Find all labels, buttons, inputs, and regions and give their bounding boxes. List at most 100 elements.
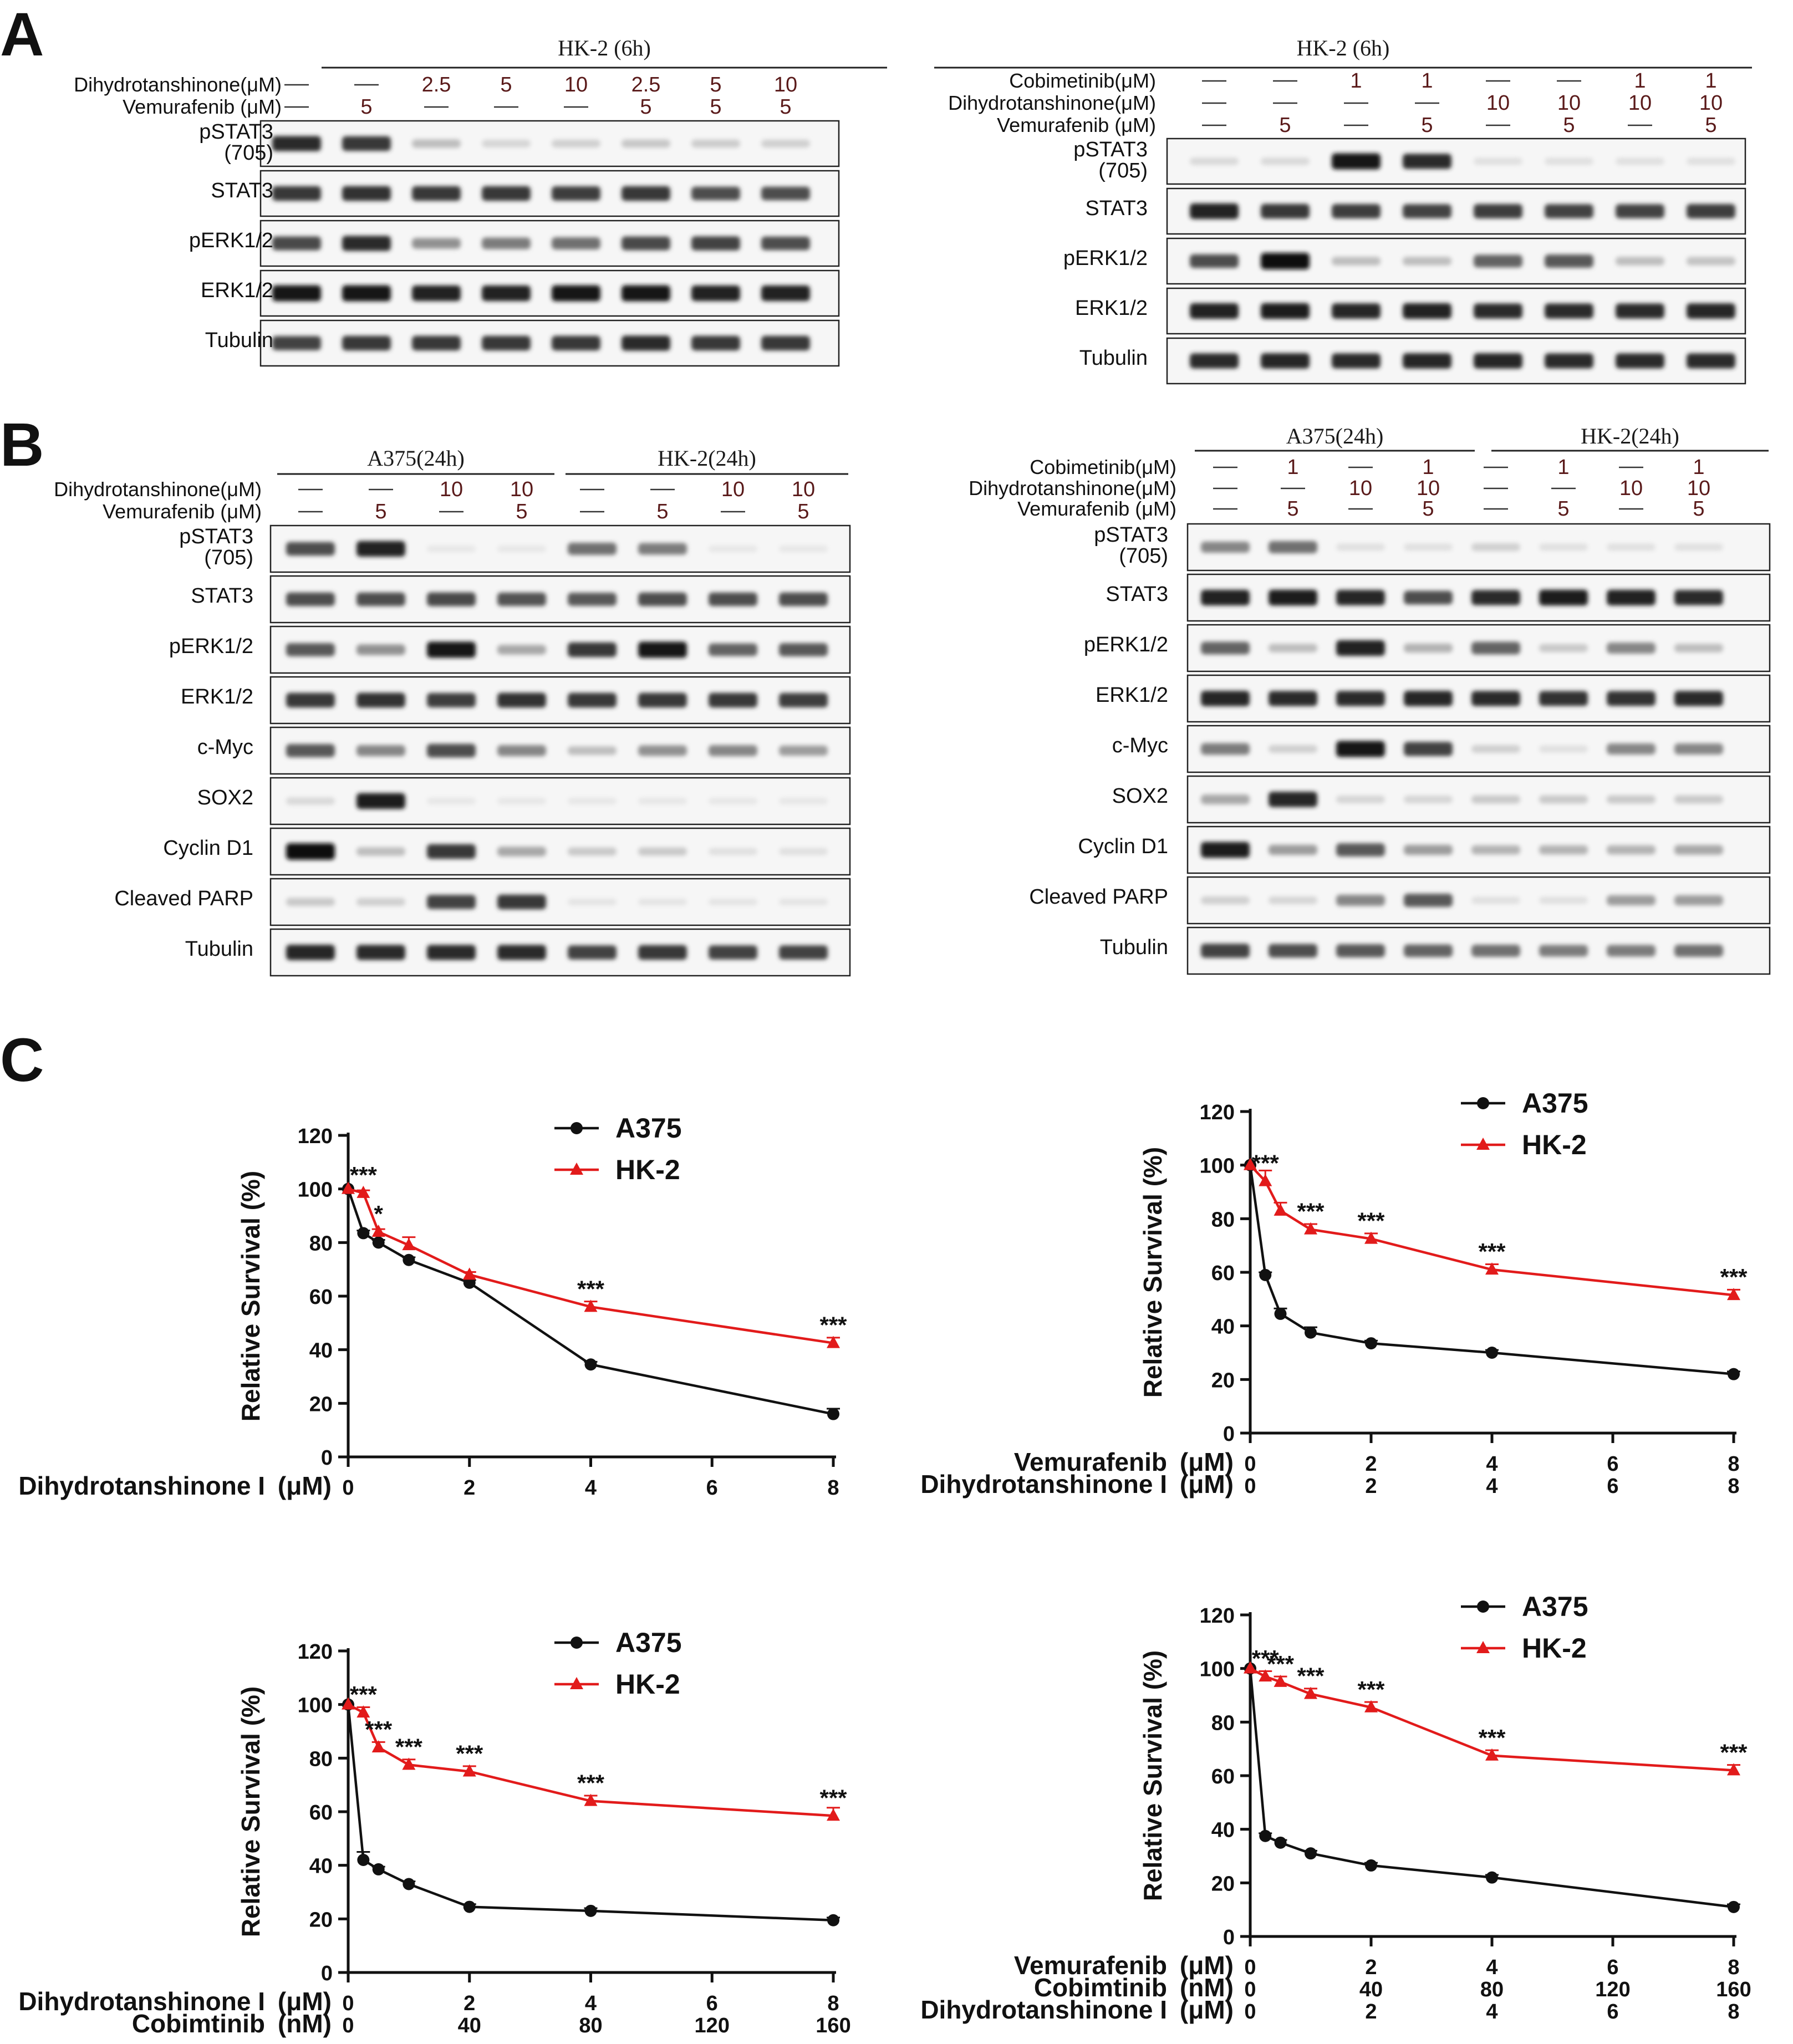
blot-band xyxy=(779,545,828,553)
blot-band xyxy=(568,692,617,708)
blot-band xyxy=(1607,945,1656,957)
blot-band xyxy=(779,797,828,805)
blot-band xyxy=(1336,796,1385,803)
x-tick-label: 6 xyxy=(706,1476,718,1500)
blot-band xyxy=(427,945,476,960)
blot-band xyxy=(1471,896,1520,904)
blot-band xyxy=(691,335,740,351)
condition-value: 5 xyxy=(375,500,386,523)
significance-mark: *** xyxy=(577,1770,605,1796)
blot-band xyxy=(1607,642,1656,654)
blot-band xyxy=(1404,742,1453,756)
blot-band xyxy=(638,847,687,856)
y-tick-label: 120 xyxy=(1200,1101,1235,1124)
blot-row-label: SOX2 xyxy=(1112,784,1168,808)
data-point-hk-2 xyxy=(1274,1674,1287,1687)
blot-band xyxy=(1471,590,1520,605)
blot-band xyxy=(1616,257,1664,266)
blot-row-label: STAT3 xyxy=(211,179,273,202)
blot-row-label: c-Myc xyxy=(197,736,253,759)
blot-band xyxy=(1336,590,1385,605)
blot-row-label: pERK1/2 xyxy=(189,229,273,252)
x-axis-unit: (μM) xyxy=(278,1471,332,1500)
blot-band xyxy=(482,335,531,351)
blot-band xyxy=(1607,743,1656,755)
x-tick-label: 160 xyxy=(1716,1978,1751,2001)
blot-band xyxy=(691,285,740,302)
blot-band xyxy=(1674,590,1723,605)
data-point-a375 xyxy=(827,1914,839,1926)
blot-band xyxy=(1336,741,1385,757)
blot-band xyxy=(1269,844,1317,855)
data-point-hk-2 xyxy=(827,1336,840,1348)
blot-band xyxy=(272,236,321,251)
significance-mark: *** xyxy=(819,1785,847,1811)
blot-band xyxy=(342,335,391,351)
x-tick-label: 4 xyxy=(1486,1452,1497,1476)
blot-band xyxy=(691,139,740,148)
blot-band xyxy=(356,692,405,708)
blot-row-label: ERK1/2 xyxy=(1075,297,1148,320)
blot-band xyxy=(1336,543,1385,551)
y-tick-label: 80 xyxy=(1211,1208,1235,1231)
blot-row-label: ERK1/2 xyxy=(181,685,253,708)
blot-band xyxy=(412,238,461,249)
condition-value: 10 xyxy=(792,478,815,501)
significance-mark: *** xyxy=(1297,1663,1325,1689)
blot-band xyxy=(709,848,757,855)
blot-band xyxy=(427,592,476,606)
blot-band xyxy=(622,186,670,201)
y-axis-label: Relative Survival (%) xyxy=(1138,1650,1167,1902)
x-tick-label: 8 xyxy=(1728,2000,1739,2023)
significance-mark: *** xyxy=(1252,1645,1280,1671)
condition-value: 10 xyxy=(1486,91,1510,115)
blot-row-label: pERK1/2 xyxy=(1084,633,1168,656)
blot-band xyxy=(1201,691,1250,706)
blot-band xyxy=(1674,845,1723,855)
legend-marker xyxy=(570,1122,583,1134)
blot-band xyxy=(622,285,670,302)
blot-band xyxy=(356,745,405,757)
y-tick-label: 0 xyxy=(1223,1926,1235,1949)
blot-band xyxy=(1471,945,1520,957)
blot-band xyxy=(638,592,687,606)
blot-band xyxy=(709,545,757,553)
blot-band xyxy=(1607,691,1656,706)
blot-band xyxy=(1336,843,1385,857)
condition-value: 5 xyxy=(780,95,791,119)
blot-band xyxy=(286,843,335,860)
blot-band xyxy=(761,186,810,201)
blot-band xyxy=(1403,154,1451,169)
blot-band xyxy=(638,797,687,805)
blot-band xyxy=(1539,589,1588,606)
blot-band xyxy=(761,335,810,351)
condition-value: 1 xyxy=(1422,456,1434,479)
x-tick-label: 40 xyxy=(458,2014,481,2037)
data-point-a375 xyxy=(403,1878,415,1890)
blot-panel-a-right: HK-2 (6h) Cobimetinib(μM) 1 1 1 1 Dihydrotansh… xyxy=(934,35,1752,385)
blot-band xyxy=(412,335,461,351)
significance-mark: *** xyxy=(1297,1199,1325,1225)
blot-band xyxy=(1687,257,1735,266)
condition-value: 5 xyxy=(1557,497,1569,521)
x-tick-label: 0 xyxy=(1244,1978,1256,2001)
y-tick-label: 20 xyxy=(1211,1872,1235,1895)
blot-band xyxy=(1539,795,1588,804)
condition-value: 1 xyxy=(1287,456,1298,479)
condition-value: 1 xyxy=(1634,69,1646,93)
blot-row-label: pSTAT3 xyxy=(1073,138,1148,161)
blot-band xyxy=(1404,844,1453,855)
data-point-hk-2 xyxy=(1364,1231,1378,1244)
blot-band xyxy=(1607,895,1656,906)
blot-band xyxy=(286,898,335,906)
blot-band xyxy=(1261,253,1310,269)
condition-value: 10 xyxy=(1417,477,1440,500)
blot-band xyxy=(497,692,546,708)
y-tick-label: 20 xyxy=(1211,1369,1235,1392)
blot-band xyxy=(1190,203,1239,220)
blot-band xyxy=(779,848,828,855)
blot-band xyxy=(1674,945,1723,957)
significance-mark: *** xyxy=(1252,1150,1280,1176)
blot-band xyxy=(1404,691,1453,706)
